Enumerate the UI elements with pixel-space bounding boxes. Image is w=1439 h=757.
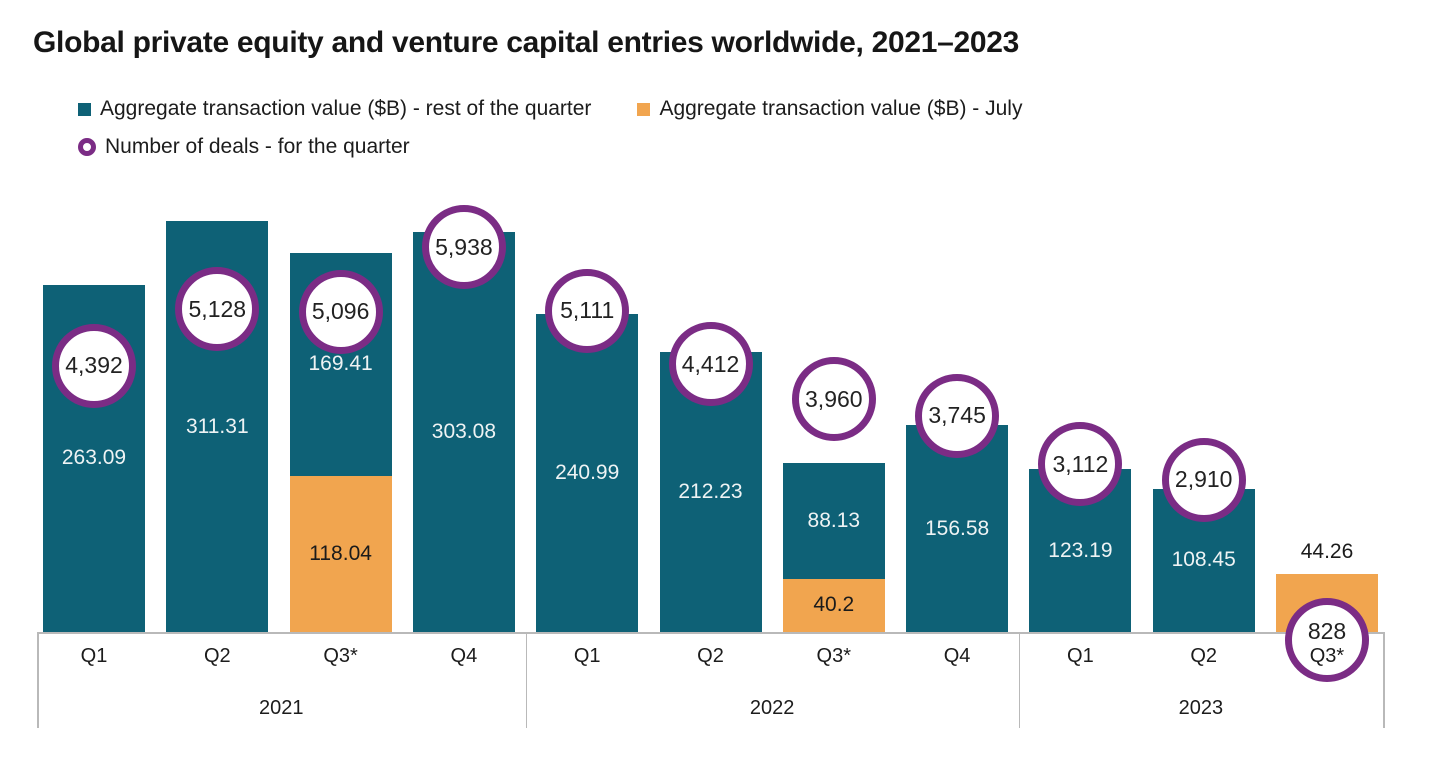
deals-circle: 3,112 — [1038, 422, 1123, 507]
purple-donut-icon — [78, 138, 96, 156]
quarter-label: Q1 — [573, 645, 601, 667]
deals-count: 5,111 — [560, 297, 615, 324]
legend-item-deals: Number of deals - for the quarter — [78, 135, 410, 159]
legend-label-rest: Aggregate transaction value ($B) - rest … — [100, 97, 592, 120]
bar-segment-rest — [412, 231, 515, 632]
deals-count: 828 — [1307, 617, 1347, 644]
value-label-rest: 263.09 — [61, 446, 127, 470]
deals-circle: 3,960 — [791, 357, 876, 442]
quarter-label: Q1 — [80, 645, 108, 667]
value-label-rest: 123.19 — [1048, 538, 1113, 562]
value-label-rest: 108.45 — [1171, 548, 1236, 572]
legend: Aggregate transaction value ($B) - rest … — [78, 97, 1022, 173]
value-label-rest: 88.13 — [807, 508, 861, 532]
deals-circle: 3,745 — [915, 373, 1000, 458]
quarter-label: Q2 — [1190, 645, 1218, 667]
teal-square-icon — [78, 102, 91, 116]
axis-divider — [525, 632, 528, 728]
chart-title: Global private equity and venture capita… — [33, 26, 1020, 59]
x-axis-line — [37, 632, 1383, 634]
value-label-rest: 303.08 — [431, 419, 496, 443]
legend-row-1: Aggregate transaction value ($B) - rest … — [78, 97, 1022, 121]
deals-count: 4,392 — [65, 352, 123, 379]
deals-count: 3,960 — [805, 385, 863, 412]
quarter-label: Q2 — [203, 645, 231, 667]
value-label-rest: 169.41 — [308, 352, 373, 376]
bar-segment-rest — [906, 425, 1009, 632]
value-label-july: 44.26 — [1300, 539, 1354, 563]
legend-label-july: Aggregate transaction value ($B) - July — [659, 97, 1023, 120]
quarter-label: Q1 — [1067, 645, 1094, 667]
deals-count: 3,112 — [1052, 450, 1109, 477]
quarter-label: Q3* — [323, 645, 358, 667]
deals-circle: 5,096 — [298, 269, 383, 354]
year-label: 2023 — [1178, 697, 1224, 719]
orange-square-icon — [637, 102, 651, 116]
deals-circle: 828 — [1285, 597, 1369, 682]
deals-circle: 4,392 — [52, 323, 136, 408]
year-label: 2021 — [259, 697, 304, 719]
deals-count: 5,938 — [435, 233, 493, 260]
value-label-rest: 311.31 — [185, 414, 249, 438]
bar-segment-july — [782, 578, 885, 632]
deals-count: 2,910 — [1174, 466, 1233, 493]
value-label-rest: 240.99 — [555, 460, 620, 484]
deals-circle: 4,412 — [668, 322, 753, 407]
axis-divider — [1383, 632, 1385, 728]
bar-segment-july — [289, 476, 392, 632]
legend-row-2: Number of deals - for the quarter — [78, 135, 1022, 159]
bar-segment-rest — [782, 462, 885, 579]
axis-divider — [37, 632, 39, 728]
deals-count: 5,128 — [188, 295, 247, 322]
deals-circle: 2,910 — [1161, 437, 1246, 522]
axis-divider — [1018, 632, 1021, 728]
value-label-rest: 156.58 — [924, 516, 990, 540]
quarter-label: Q4 — [450, 645, 478, 667]
deals-count: 3,745 — [928, 402, 986, 429]
legend-item-rest-of-quarter: Aggregate transaction value ($B) - rest … — [78, 97, 591, 121]
quarter-label: Q2 — [697, 645, 724, 667]
value-label-rest: 212.23 — [678, 479, 743, 503]
quarter-label: Q3* — [816, 645, 852, 667]
quarter-label: Q3* — [1309, 645, 1345, 667]
deals-circle: 5,128 — [175, 267, 260, 352]
quarter-label: Q4 — [943, 645, 971, 667]
legend-item-july: Aggregate transaction value ($B) - July — [637, 97, 1022, 121]
legend-label-deals: Number of deals - for the quarter — [105, 135, 410, 158]
deals-count: 4,412 — [681, 350, 740, 377]
value-label-july: 40.2 — [813, 593, 855, 617]
deals-count: 5,096 — [311, 298, 370, 325]
value-label-july: 118.04 — [309, 542, 372, 566]
deals-circle: 5,938 — [421, 205, 506, 289]
year-label: 2022 — [749, 697, 795, 719]
bar-segment-rest — [536, 313, 639, 632]
deals-circle: 5,111 — [545, 268, 630, 353]
